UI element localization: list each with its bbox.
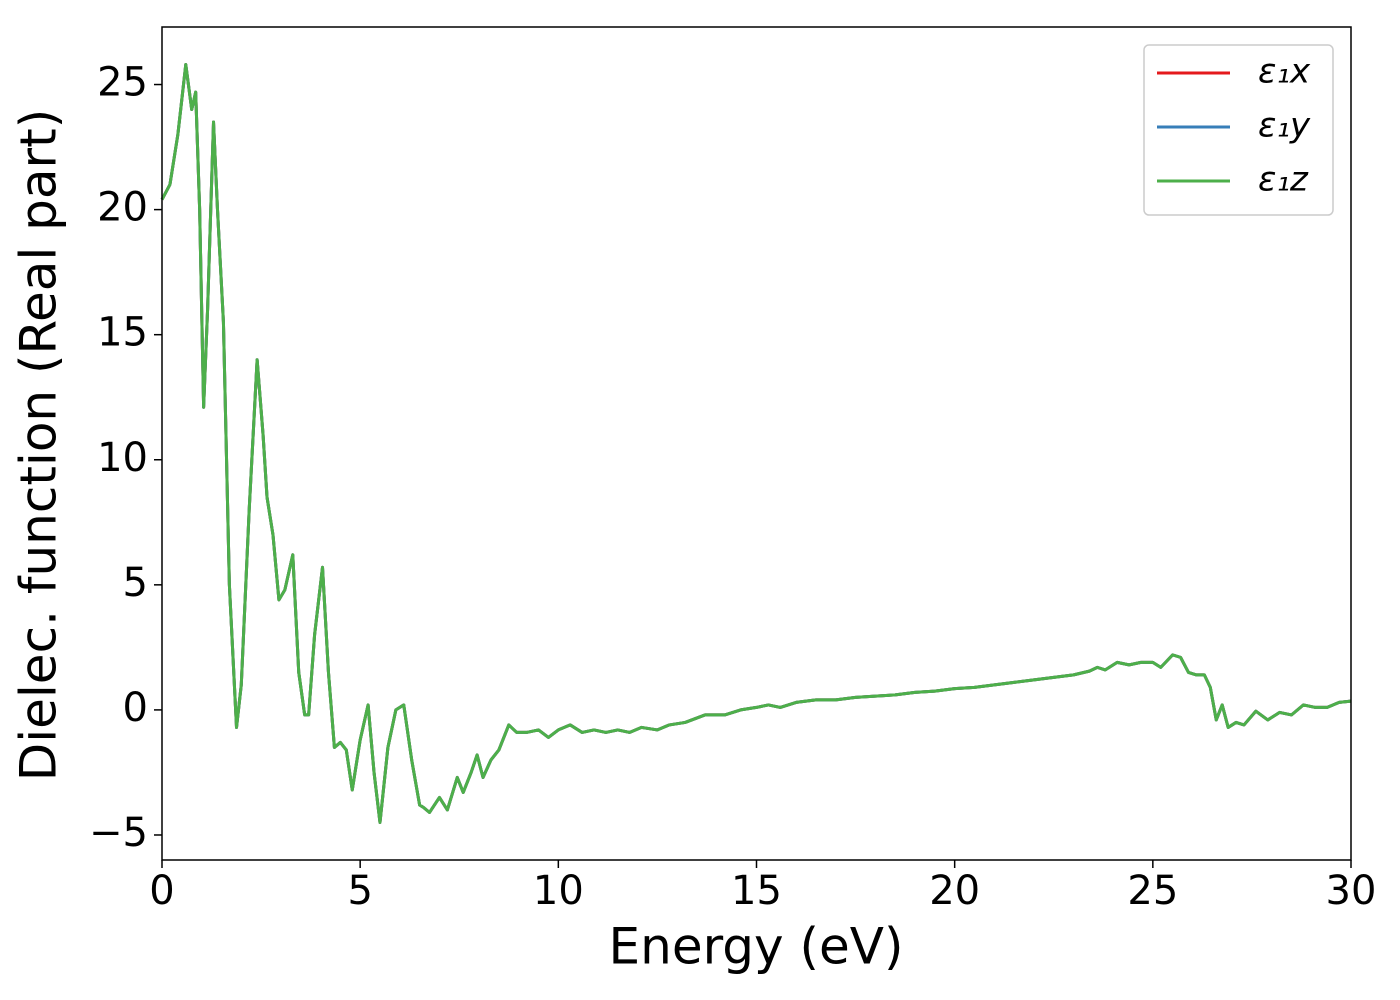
- y-tick-label: 0: [123, 685, 148, 731]
- x-tick-label: 10: [533, 868, 584, 914]
- y-tick-label: 20: [97, 185, 148, 231]
- legend-box: [1143, 44, 1334, 216]
- legend-label: ε₁y: [1258, 106, 1311, 146]
- data-line: [160, 63, 1352, 824]
- y-tick-label: 10: [97, 435, 148, 481]
- x-tick-label: 30: [1326, 868, 1377, 914]
- legend-label: ε₁z: [1258, 160, 1309, 200]
- plot-frame: [161, 26, 1352, 861]
- y-tick-label: 15: [97, 310, 148, 356]
- x-tick-label: 20: [929, 868, 980, 914]
- y-tick-label: 5: [123, 560, 148, 606]
- legend-label: ε₁x: [1258, 52, 1311, 92]
- x-axis-label: Energy (eV): [609, 918, 904, 976]
- x-tick-label: 25: [1127, 868, 1178, 914]
- x-tick-label: 5: [347, 868, 372, 914]
- x-tick-label: 0: [149, 868, 174, 914]
- y-tick-label: −5: [89, 810, 148, 856]
- y-tick-label: 25: [97, 60, 148, 106]
- x-tick-label: 15: [731, 868, 782, 914]
- y-axis-label: Dielec. function (Real part): [10, 109, 68, 781]
